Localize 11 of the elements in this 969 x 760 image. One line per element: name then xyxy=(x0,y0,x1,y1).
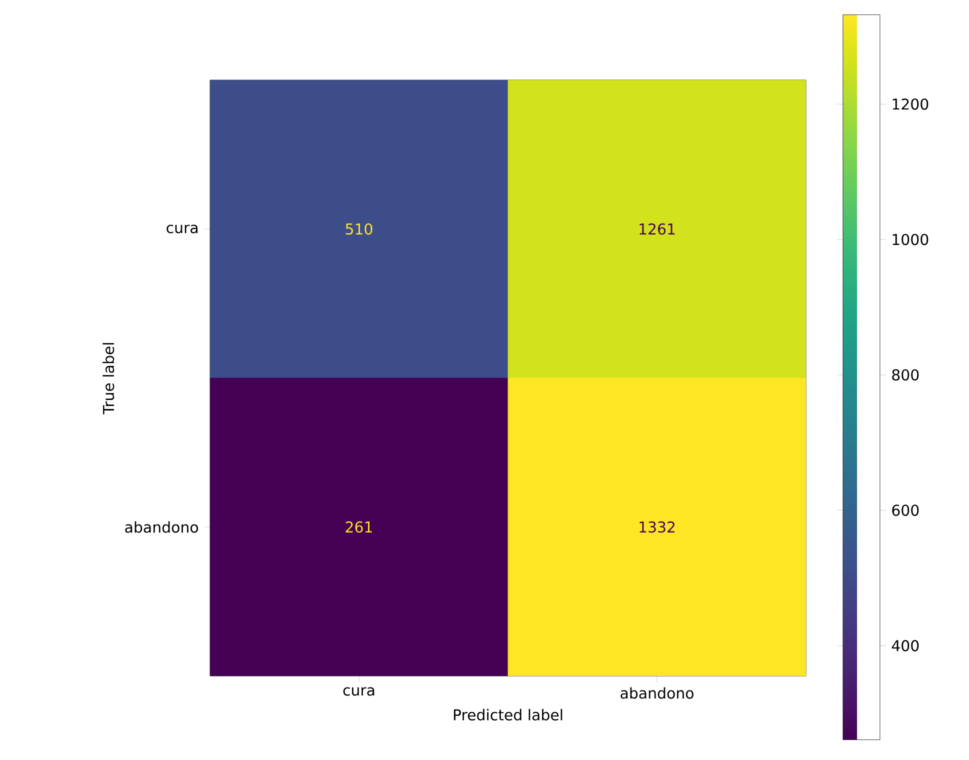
color-bar-label: 1200 xyxy=(892,98,928,110)
data-label: 510 xyxy=(346,223,372,235)
data-label: 1261 xyxy=(640,223,675,235)
color-bar-label: 1000 xyxy=(892,234,928,246)
x-axis-title: Predicted label xyxy=(454,708,562,720)
data-label: 261 xyxy=(346,521,372,533)
color-bar-label: 400 xyxy=(892,640,919,652)
color-bar-label: 800 xyxy=(892,369,919,381)
y-axis-title: True label xyxy=(102,343,114,414)
color-bar-label: 600 xyxy=(892,504,919,516)
data-label: 1332 xyxy=(640,521,675,533)
